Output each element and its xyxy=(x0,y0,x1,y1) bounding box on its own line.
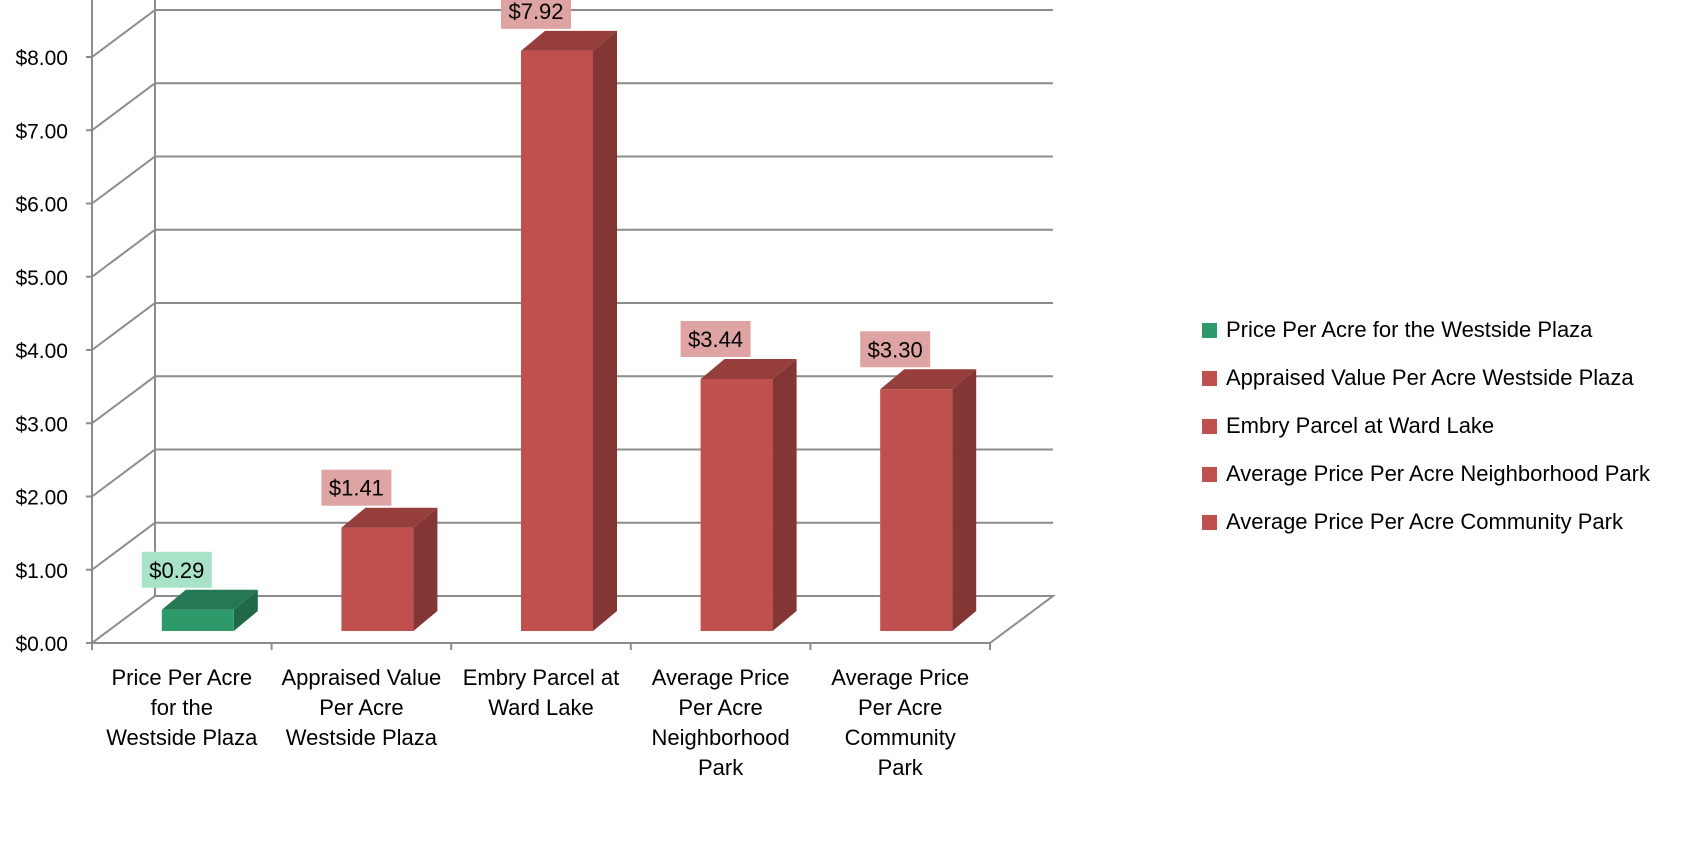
bar xyxy=(161,609,234,631)
x-category-label-line: Park xyxy=(878,755,924,780)
legend-label: Price Per Acre for the Westside Plaza xyxy=(1226,317,1593,342)
bar xyxy=(880,389,953,631)
y-tick-label: $5.00 xyxy=(15,267,68,290)
legend-label: Embry Parcel at Ward Lake xyxy=(1226,413,1495,438)
legend-swatch xyxy=(1202,514,1217,530)
legend-label: Average Price Per Acre Neighborhood Park xyxy=(1226,461,1650,486)
y-tick-label: $6.00 xyxy=(15,194,68,217)
x-category-label-line: Community xyxy=(845,725,956,750)
x-category-label-line: Per Acre xyxy=(319,695,403,720)
bar xyxy=(521,50,593,632)
bar-chart: $0.00 $1.00 $2.00 $3.00 $4.00 $5.00 $6.00 $7.00… xyxy=(15,0,1057,780)
data-label-box xyxy=(680,321,751,358)
legend-swatch xyxy=(1202,466,1217,482)
x-category-label-line: Average Price xyxy=(652,665,790,690)
x-category-label-line: Park xyxy=(698,755,744,780)
x-category-label: Average Price Per Acre Neighborhood Park xyxy=(651,665,789,780)
y-tick-label: $7.00 xyxy=(15,120,68,143)
bar-side xyxy=(593,30,617,632)
bar-top xyxy=(700,359,797,380)
bar-top xyxy=(521,30,617,51)
bars xyxy=(161,30,977,632)
data-label-box xyxy=(141,551,212,588)
x-category-label: Price Per Acre for the Westside Plaza xyxy=(106,665,258,750)
y-tick-label: $2.00 xyxy=(15,487,68,510)
data-label: $7.92 xyxy=(508,0,563,24)
x-category-label-line: for the xyxy=(151,695,213,720)
legend-item: Appraised Value Per Acre Westside Plaza xyxy=(1202,354,1692,402)
x-category-label: Appraised Value Per Acre Westside Plaza xyxy=(281,665,441,750)
data-label: $1.41 xyxy=(329,476,384,501)
x-axis xyxy=(91,642,991,650)
x-category-label-line: Appraised Value xyxy=(281,665,441,690)
x-category-label-line: Westside Plaza xyxy=(106,725,258,750)
legend-item: Price Per Acre for the Westside Plaza xyxy=(1202,306,1692,354)
data-label: $0.29 xyxy=(149,558,204,583)
y-tick-label: $8.00 xyxy=(15,47,68,70)
x-category-label-line: Average Price xyxy=(831,665,969,690)
x-category-label: Average Price Per Acre Community Park xyxy=(831,665,969,780)
legend-label: Appraised Value Per Acre Westside Plaza xyxy=(1226,365,1634,390)
legend-item: Average Price Per Acre Community Park xyxy=(1202,498,1692,546)
x-category-label-line: Neighborhood xyxy=(651,725,789,750)
x-category-label-line: Price Per Acre xyxy=(111,665,252,690)
data-label-box xyxy=(501,0,571,29)
bar-side xyxy=(952,369,977,631)
legend-swatch xyxy=(1202,322,1217,338)
data-label: $3.44 xyxy=(688,327,743,352)
y-axis: $0.00 $1.00 $2.00 $3.00 $4.00 $5.00 $6.00 $7.00… xyxy=(15,0,156,656)
x-category-label-line: Ward Lake xyxy=(488,695,594,720)
y-tick-label: $4.00 xyxy=(15,340,68,363)
x-category-label-line: Westside Plaza xyxy=(286,725,438,750)
bar xyxy=(341,527,414,631)
category-labels: Price Per Acre for the Westside PlazaAppra… xyxy=(106,665,969,780)
bar-top xyxy=(880,369,977,390)
y-tick-label: $0.00 xyxy=(15,633,68,656)
y-tick-label: $1.00 xyxy=(15,560,68,583)
legend: Price Per Acre for the Westside Plaza Ap… xyxy=(1202,306,1692,546)
legend-swatch xyxy=(1202,370,1217,386)
bar-top xyxy=(341,507,438,528)
bar-top xyxy=(161,589,258,610)
bar-side xyxy=(413,507,438,631)
data-label-box xyxy=(321,469,392,506)
bar-side xyxy=(772,359,797,631)
bar xyxy=(700,379,773,631)
data-label: $3.30 xyxy=(868,337,923,362)
x-category-label-line: Per Acre xyxy=(678,695,762,720)
x-category-label: Embry Parcel at Ward Lake xyxy=(463,665,620,720)
data-labels: $0.29 $1.41 $7.92 $3.44 $3.30 xyxy=(141,0,931,588)
legend-swatch xyxy=(1202,418,1217,434)
legend-label: Average Price Per Acre Community Park xyxy=(1226,509,1623,534)
y-tick-label: $3.00 xyxy=(15,413,68,436)
x-category-label-line: Embry Parcel at xyxy=(463,665,620,690)
x-category-label-line: Per Acre xyxy=(858,695,942,720)
bar-side xyxy=(233,589,258,631)
legend-item: Average Price Per Acre Neighborhood Park xyxy=(1202,450,1692,498)
legend-item: Embry Parcel at Ward Lake xyxy=(1202,402,1692,450)
data-label-box xyxy=(860,331,931,368)
